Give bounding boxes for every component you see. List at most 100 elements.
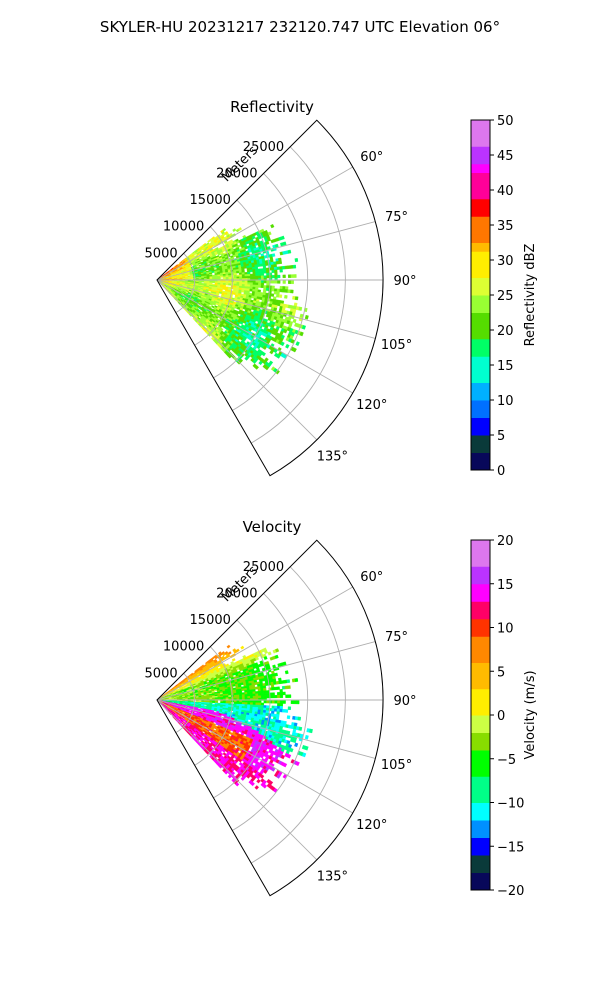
colorbar-label: Velocity (m/s) xyxy=(523,670,538,759)
colorbar-band xyxy=(471,566,490,576)
colorbar-band xyxy=(471,260,490,270)
colorbar-band xyxy=(471,610,490,620)
colorbar-band xyxy=(471,417,490,427)
colorbar-band xyxy=(471,540,490,550)
colorbar-label: Reflectivity dBZ xyxy=(523,244,538,347)
colorbar-band xyxy=(471,758,490,768)
colorbar-band xyxy=(471,706,490,716)
colorbar-tick-label: −5 xyxy=(497,753,516,768)
colorbar-band xyxy=(471,207,490,217)
colorbar-band xyxy=(471,426,490,436)
range-tick-label: 5000 xyxy=(145,246,178,261)
colorbar-tick-label: 10 xyxy=(497,622,514,637)
azimuth-tick-label: 120° xyxy=(356,818,387,833)
colorbar-band xyxy=(471,347,490,357)
colorbar-band xyxy=(471,688,490,698)
colorbar-band xyxy=(471,820,490,830)
colorbar-band xyxy=(471,120,490,130)
colorbar-band xyxy=(471,583,490,593)
range-tick-label: 25000 xyxy=(243,140,284,155)
colorbar-tick-label: 30 xyxy=(497,254,514,269)
azimuth-tick-label: 90° xyxy=(393,274,416,289)
colorbar-band xyxy=(471,828,490,838)
colorbar-band xyxy=(471,181,490,191)
colorbar-band xyxy=(471,811,490,821)
colorbar-tick-label: 0 xyxy=(497,464,505,479)
colorbar: −20 −15 −10 −5 0 5 10 15 20 Velocity (m/s) xyxy=(470,534,538,899)
colorbar-tick-label: 10 xyxy=(497,394,514,409)
colorbar-tick-label: 20 xyxy=(497,324,514,339)
colorbar-band xyxy=(471,435,490,445)
colorbar-band xyxy=(471,732,490,742)
colorbar-band xyxy=(471,881,490,891)
sector-frame xyxy=(156,119,384,477)
range-tick-label: 20000 xyxy=(216,586,257,601)
colorbar-band xyxy=(471,321,490,331)
colorbar-band xyxy=(471,855,490,865)
colorbar-band xyxy=(471,750,490,760)
panel-title: Reflectivity xyxy=(230,98,314,116)
colorbar-tick-label: 25 xyxy=(497,289,514,304)
sector-frame xyxy=(156,539,384,897)
range-tick-label: 20000 xyxy=(216,166,257,181)
panel-title: Velocity xyxy=(243,518,302,536)
colorbar-band xyxy=(471,373,490,383)
colorbar-band xyxy=(471,408,490,418)
colorbar-band xyxy=(471,671,490,681)
colorbar-band xyxy=(471,793,490,803)
colorbar-tick-label: 40 xyxy=(497,184,514,199)
colorbar-band xyxy=(471,767,490,777)
colorbar-band xyxy=(471,198,490,208)
colorbar-band xyxy=(471,785,490,795)
panel-velocity: Velocity 5000 10000 15000 20000 25000 60° 75° 90… xyxy=(145,518,538,899)
colorbar-band xyxy=(471,802,490,812)
colorbar-tick-label: 5 xyxy=(497,665,505,680)
colorbar-band xyxy=(471,680,490,690)
colorbar-band xyxy=(471,286,490,296)
colorbar-band xyxy=(471,776,490,786)
colorbar-band xyxy=(471,592,490,602)
azimuth-tick-label: 105° xyxy=(381,758,412,773)
colorbar-band xyxy=(471,155,490,165)
colorbar-band xyxy=(471,338,490,348)
azimuth-spoke xyxy=(156,221,376,281)
panel-reflectivity: Reflectivity 5000 10000 15000 20000 25000 60° 7… xyxy=(145,98,538,479)
colorbar-tick-label: 15 xyxy=(497,578,514,593)
colorbar-band xyxy=(471,557,490,567)
azimuth-tick-label: 135° xyxy=(317,869,348,884)
colorbar-band xyxy=(471,645,490,655)
colorbar-band xyxy=(471,216,490,226)
colorbar-band xyxy=(471,662,490,672)
colorbar-band xyxy=(471,618,490,628)
colorbar-band xyxy=(471,723,490,733)
colorbar-band xyxy=(471,233,490,243)
azimuth-spoke xyxy=(156,279,353,394)
range-ring xyxy=(194,226,233,346)
colorbar-tick-label: −15 xyxy=(497,840,524,855)
colorbar-band xyxy=(471,863,490,873)
colorbar-band xyxy=(471,452,490,462)
colorbar-band xyxy=(471,137,490,147)
colorbar-band xyxy=(471,872,490,882)
colorbar-tick-label: −20 xyxy=(497,884,524,899)
colorbar-band xyxy=(471,190,490,200)
range-tick-label: 25000 xyxy=(243,560,284,575)
azimuth-tick-label: 90° xyxy=(393,694,416,709)
colorbar-band xyxy=(471,163,490,173)
colorbar-band xyxy=(471,356,490,366)
azimuth-tick-label: 75° xyxy=(385,630,408,645)
colorbar-band xyxy=(471,242,490,252)
colorbar: 0 5 10 15 20 25 30 35 40 45 50 Reflectivity dBZ xyxy=(470,114,538,479)
colorbar-band xyxy=(471,636,490,646)
colorbar-band xyxy=(471,312,490,322)
colorbar-band xyxy=(471,268,490,278)
azimuth-spoke xyxy=(156,166,353,281)
colorbar-band xyxy=(471,741,490,751)
range-ring xyxy=(175,253,196,314)
colorbar-band xyxy=(471,391,490,401)
colorbar-band xyxy=(471,382,490,392)
colorbar-band xyxy=(471,146,490,156)
azimuth-spoke xyxy=(156,279,318,441)
colorbar-tick-label: 20 xyxy=(497,534,514,549)
azimuth-tick-label: 135° xyxy=(317,449,348,464)
